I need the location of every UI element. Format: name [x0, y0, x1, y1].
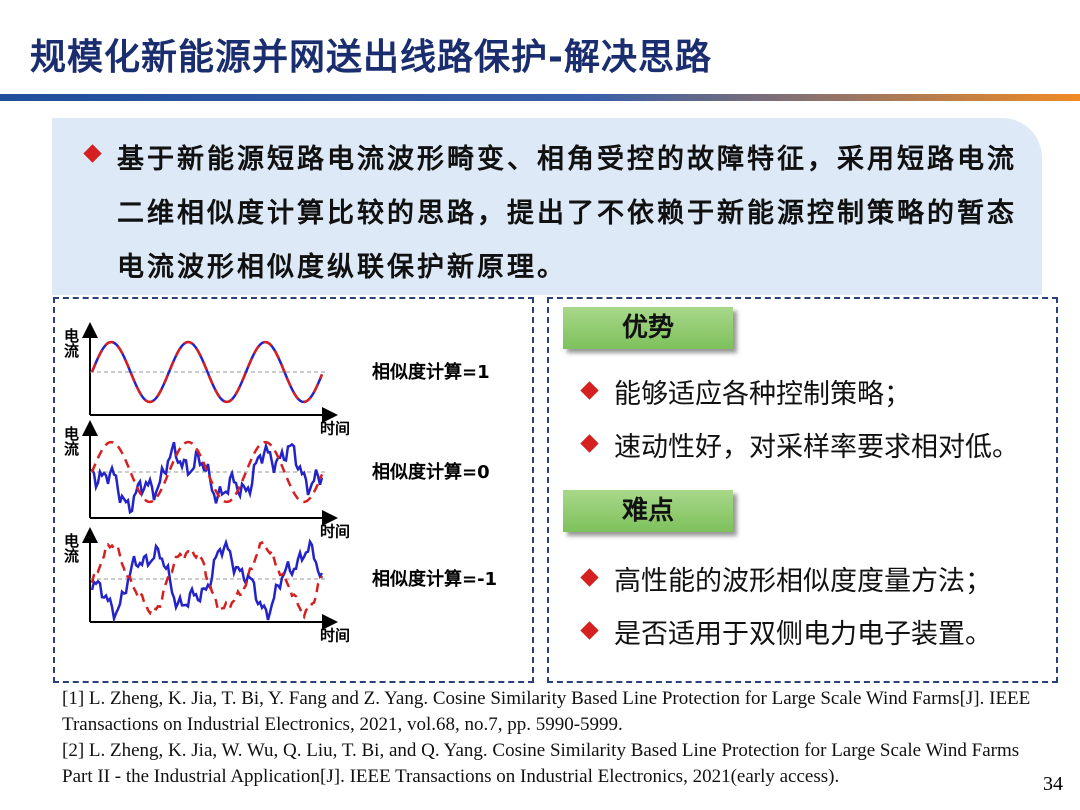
points-box: [547, 297, 1058, 683]
y-label: 电流: [64, 532, 79, 565]
title: 规模化新能源并网送出线路保护-解决思路: [30, 37, 712, 78]
y-label: 电流: [64, 425, 79, 458]
panel-label: 相似度计算=-1: [372, 568, 497, 590]
x-label: 时间: [320, 627, 350, 645]
references: [1] L. Zheng, K. Jia, T. Bi, Y. Fang and…: [62, 686, 1052, 790]
y-label: 电流: [64, 327, 79, 360]
figure-box: [53, 297, 534, 683]
advantage-item: 速动性好，对采样率要求相对低。: [614, 432, 1019, 463]
reference-wave: [90, 340, 324, 404]
reference-wave: [90, 440, 324, 504]
x-label: 时间: [320, 523, 350, 541]
summary-box: [52, 118, 1042, 295]
difficulties-title: 难点: [563, 490, 733, 532]
title-rule: [0, 94, 1080, 101]
page-number: 34: [1043, 773, 1063, 795]
current-wave: [90, 441, 324, 515]
panel-label: 相似度计算=1: [372, 361, 490, 383]
difficulty-item: 高性能的波形相似度度量方法；: [614, 566, 992, 597]
x-label: 时间: [320, 420, 350, 438]
difficulty-item: 是否适用于双侧电力电子装置。: [614, 619, 992, 650]
reference: [2] L. Zheng, K. Jia, W. Wu, Q. Liu, T. …: [62, 740, 1020, 787]
summary-text: 基于新能源短路电流波形畸变、相角受控的故障特征，采用短路电流二维相似度计算比较的…: [117, 144, 1017, 283]
advantages-title: 优势: [563, 307, 733, 349]
reference-wave: [90, 540, 324, 620]
advantage-item: 能够适应各种控制策略；: [614, 379, 911, 410]
panel-label: 相似度计算=0: [372, 461, 490, 483]
reference: [1] L. Zheng, K. Jia, T. Bi, Y. Fang and…: [62, 688, 1031, 735]
